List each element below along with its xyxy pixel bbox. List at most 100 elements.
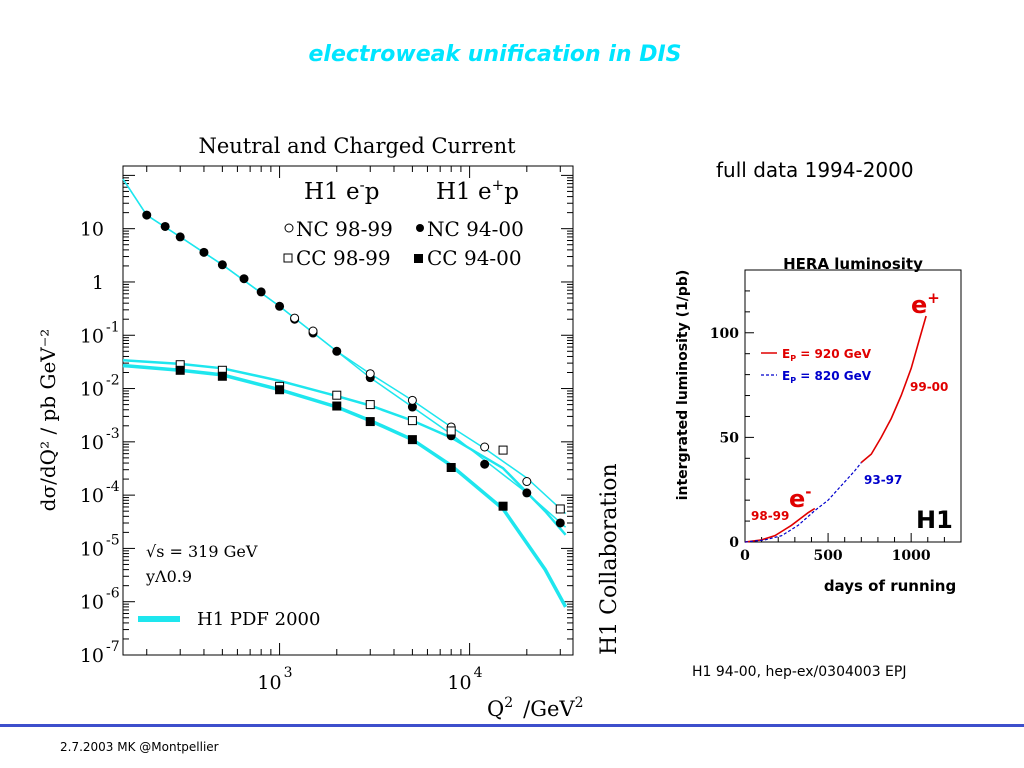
dis-y-tick-label: 1 [92, 272, 104, 294]
lumi-x-axis-label: days of running [824, 577, 956, 595]
dis-x-tick-label: 10 [257, 672, 281, 694]
label-93-97: 93-97 [864, 473, 902, 487]
footer-text: 2.7.2003 MK @Montpellier [60, 740, 219, 754]
header-e-minus: H1 e-p [304, 176, 379, 205]
lumi-y-tick-label: 50 [720, 430, 740, 446]
cc-98-99-point [498, 445, 508, 455]
lumi-820-line [744, 462, 862, 543]
cc-98-99-point [332, 390, 342, 400]
lumi-920-line [860, 315, 927, 464]
lumi-y-axis-label: intergrated luminosity (1/pb) [675, 270, 691, 501]
cc-98-99-point [446, 426, 456, 436]
legend-open-square-marker [283, 253, 293, 263]
label-h1-brand: H1 [916, 506, 953, 534]
dis-y-tick-label: 10 [80, 379, 104, 401]
label-98-99: 98-99 [751, 509, 789, 523]
dis-y-tick-label: 10 [80, 592, 104, 614]
dis-ticks [123, 166, 573, 656]
dis-x-tick-label: 10 [447, 672, 471, 694]
dis-chart-title: Neutral and Charged Current [198, 134, 516, 158]
legend-cc-98-99: CC 98-99 [296, 246, 391, 270]
nc-94-00-point [480, 459, 490, 469]
cc-98-99-point [365, 400, 375, 410]
dis-y-tick-exponent: -4 [106, 479, 120, 495]
dis-x-axis-label: Q2/GeV2 [487, 695, 584, 721]
dis-y-tick-label: 10 [80, 432, 104, 454]
dis-y-tick-label: 10 [80, 325, 104, 347]
lumi-x-tick-label: 1000 [892, 548, 931, 564]
cc-94-00-point [446, 462, 456, 472]
legend-filled-circle-marker [416, 224, 424, 232]
lumi-y-tick-labels: 0 50 100 [710, 326, 739, 551]
cc-94-00-point [275, 385, 285, 395]
label-99-00: 99-00 [910, 380, 948, 394]
nc-94-00-point [199, 247, 209, 257]
lumi-plot-frame [744, 269, 962, 543]
lumi-y-tick-label: 0 [729, 535, 739, 551]
lumi-series-lines [744, 315, 927, 543]
side-label-h1-collaboration: H1 Collaboration [597, 463, 622, 655]
nc-98-99-point [407, 395, 417, 405]
nc-94-00-point [160, 221, 170, 231]
legend-cc-94-00: CC 94-00 [427, 246, 522, 270]
nc-ep-theory-curve [122, 178, 567, 528]
dis-y-tick-exponent: -7 [106, 639, 120, 655]
dis-y-tick-label: 10 [80, 538, 104, 560]
dis-y-tick-label: 10 [80, 485, 104, 507]
lumi-x-tick-label: 500 [813, 548, 842, 564]
cc-94-00-point [365, 417, 375, 427]
nc-94-00-point [239, 274, 249, 284]
dis-y-tick-exponent: -1 [106, 319, 120, 335]
lumi-x-tick-labels: 0 500 1000 [740, 548, 931, 564]
nc-94-00-point [256, 287, 266, 297]
annotation-sqrt-s: √s = 319 GeV [146, 542, 258, 561]
dis-y-tick-exponent: -6 [106, 586, 120, 602]
slide-title: electroweak unification in DIS [308, 42, 682, 67]
dis-data-points [142, 210, 565, 528]
nc-98-99-point [365, 369, 375, 379]
legend-filled-square-marker [414, 254, 423, 263]
dis-y-tick-exponent: -3 [106, 426, 120, 442]
legend-820-label: EP = 820 GeV [782, 369, 872, 385]
dis-y-axis-label: dσ/dQ² / pb GeV⁻² [36, 329, 60, 512]
cc-94-00-point [332, 401, 342, 411]
dis-x-tick-exponent: 3 [284, 665, 293, 681]
annotation-y-cut: yΛ0.9 [145, 567, 192, 586]
nc-94-00-point [217, 260, 227, 270]
dis-y-tick-label: 10 [80, 645, 104, 667]
full-data-caption: full data 1994-2000 [716, 158, 914, 182]
legend-nc-94-00: NC 94-00 [427, 217, 524, 241]
label-e-plus: e+ [911, 289, 940, 319]
dis-y-tick-label: 10 [80, 219, 104, 241]
legend-920-label: EP = 920 GeV [782, 347, 872, 363]
cc-94-00-point [407, 435, 417, 445]
lumi-920-line [744, 507, 816, 543]
label-e-minus: e- [789, 483, 812, 513]
cc-94-00-point [498, 501, 508, 511]
dis-x-tick-exponent: 4 [474, 665, 483, 681]
reference-caption: H1 94-00, hep-ex/0304003 EPJ [692, 664, 907, 680]
lumi-ticks [744, 290, 962, 543]
cc-98-99-point [555, 504, 565, 514]
lumi-chart-title: HERA luminosity [783, 255, 923, 273]
lumi-y-tick-label: 100 [710, 326, 739, 342]
lumi-x-tick-label: 0 [740, 548, 750, 564]
nc-98-99-point [522, 477, 532, 487]
nc-98-99-point [480, 442, 490, 452]
dis-y-tick-exponent: -5 [106, 532, 120, 548]
nc-94-00-point [407, 402, 417, 412]
nc-94-00-point [175, 232, 185, 242]
nc-94-00-point [142, 210, 152, 220]
footer-divider [0, 724, 1024, 727]
legend-nc-98-99: NC 98-99 [296, 217, 393, 241]
legend-h1-pdf-2000: H1 PDF 2000 [197, 609, 320, 630]
nc-94-00-point [275, 301, 285, 311]
dis-plot-frame [122, 165, 574, 656]
dis-y-tick-exponent: -2 [106, 373, 120, 389]
nc-94-00-point [555, 518, 565, 528]
cc-98-99-point [407, 416, 417, 426]
header-e-plus: H1 e+p [436, 176, 519, 205]
hera-luminosity-chart: HERA luminosity 0 50 100 0 500 1000 intergra… [675, 255, 962, 595]
